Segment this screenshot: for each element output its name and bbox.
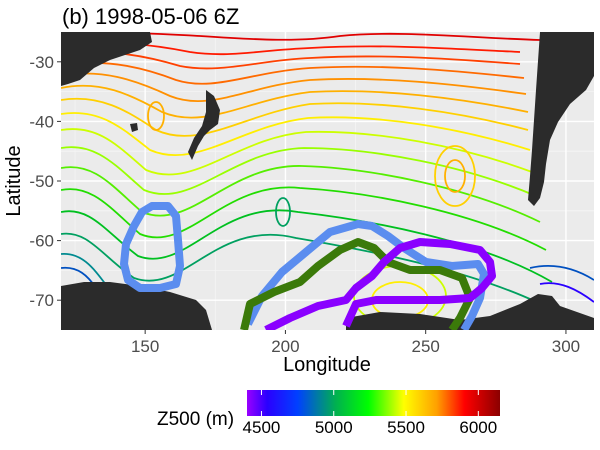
highlight-regions [120, 202, 496, 330]
land-antarctica-east [346, 294, 594, 330]
y-tick-label: -60 [29, 232, 54, 251]
x-tick-label: 250 [411, 337, 439, 356]
region-outline-green [240, 238, 474, 330]
contour-line [61, 97, 529, 137]
contour-line [61, 112, 531, 156]
contour-line [147, 101, 165, 131]
y-axis-label: Latitude [3, 145, 25, 216]
y-tick-label: -50 [29, 172, 54, 191]
land-tasmania [130, 123, 138, 132]
colorbar-tick-label: 5000 [315, 418, 353, 437]
land-australia [61, 32, 152, 86]
colorbar-legend: Z500 (m) 4500 5000 5500 6000 [157, 390, 500, 437]
colorbar-tick-label: 4500 [243, 418, 281, 437]
colorbar-tick-label: 6000 [459, 418, 497, 437]
contour-line [61, 186, 547, 251]
x-tick-label: 300 [552, 337, 580, 356]
x-axis-ticks: 150 200 250 300 [131, 330, 580, 356]
legend-title: Z500 (m) [157, 409, 234, 430]
contour-line [539, 282, 594, 303]
y-tick-label: -30 [29, 53, 54, 72]
x-axis-label: Longitude [283, 354, 371, 376]
grid-lines [61, 32, 594, 330]
contour-line [275, 197, 291, 227]
contour-line [61, 61, 525, 85]
contour-line [61, 84, 529, 119]
land-masses [61, 32, 594, 330]
contour-line [529, 265, 594, 281]
y-axis-ticks: -30 -40 -50 -60 -70 [29, 53, 61, 310]
y-tick-label: -40 [29, 112, 54, 131]
colorbar-ticks: 4500 5000 5500 6000 [243, 390, 497, 437]
contour-line [61, 72, 527, 103]
y-tick-label: -70 [29, 291, 54, 310]
region-outline-blue-west [120, 202, 184, 292]
contour-lines [61, 32, 594, 327]
x-tick-label: 200 [271, 337, 299, 356]
chart-title: (b) 1998-05-06 6Z [62, 4, 239, 29]
land-new-zealand [188, 90, 220, 160]
colorbar [247, 390, 500, 416]
contour-line [61, 146, 537, 197]
land-antarctica-west [61, 282, 212, 330]
contour-line [444, 159, 466, 193]
colorbar-tick-label: 5500 [387, 418, 425, 437]
land-south-america [528, 32, 594, 206]
contour-line [61, 128, 533, 176]
contour-line [434, 145, 476, 207]
x-tick-label: 150 [131, 337, 159, 356]
region-outline-purple [264, 238, 496, 330]
